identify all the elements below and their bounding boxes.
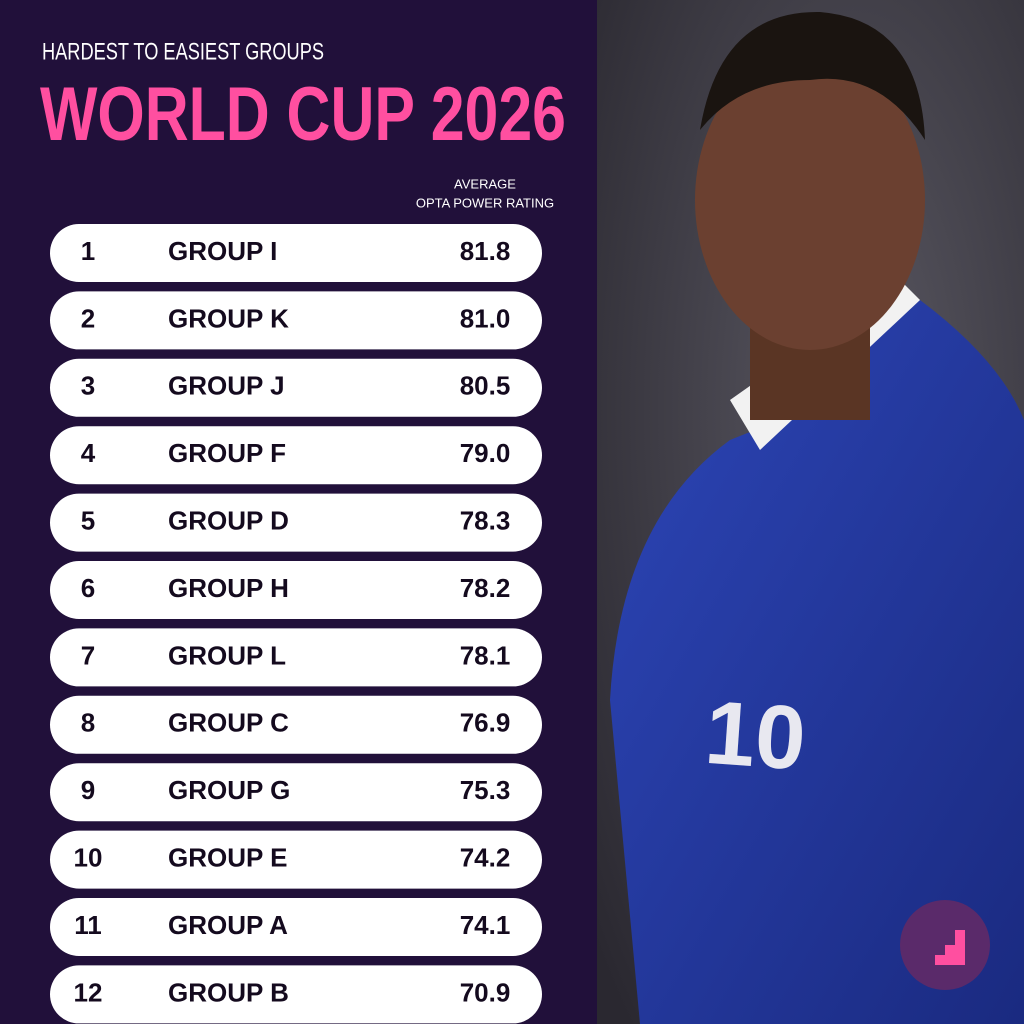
row-pill [50,291,542,350]
rank: 5 [81,505,95,535]
rank: 8 [81,708,95,738]
row-pill [50,426,542,485]
rank: 9 [81,775,95,805]
rating: 78.2 [460,573,511,603]
rank: 4 [81,438,96,468]
row-pill [50,358,542,417]
row-pill [50,628,542,687]
rank: 6 [81,573,95,603]
rating: 75.3 [460,775,511,805]
rating: 81.0 [460,303,511,333]
rank: 2 [81,303,95,333]
row-pill [50,493,542,552]
group-name: GROUP L [168,640,286,670]
group-name: GROUP H [168,573,289,603]
group-name: GROUP E [168,842,287,872]
row-pill [50,695,542,754]
rating: 80.5 [460,371,511,401]
group-name: GROUP G [168,775,290,805]
group-name: GROUP B [168,977,289,1007]
column-header: AVERAGE [454,176,516,191]
rank: 1 [81,236,95,266]
title: WORLD CUP 2026 [40,72,566,157]
group-name: GROUP A [168,910,288,940]
rating: 79.0 [460,438,511,468]
rating: 74.2 [460,842,511,872]
photo: 10 [597,0,1024,1024]
column-header: OPTA POWER RATING [416,195,554,210]
row-pill [50,224,542,282]
rating: 74.1 [460,910,511,940]
group-name: GROUP C [168,708,289,738]
row-pill [50,830,542,889]
row-pill [50,965,542,1024]
group-name: GROUP K [168,303,289,333]
group-name: GROUP F [168,438,286,468]
rating: 78.1 [460,640,511,670]
row-pill [50,561,542,619]
row-pill [50,763,542,822]
rank: 10 [74,842,103,872]
group-name: GROUP J [168,371,285,401]
rating: 81.8 [460,236,511,266]
subtitle: HARDEST TO EASIEST GROUPS [42,38,324,65]
rank: 7 [81,640,95,670]
row-pill [50,898,542,956]
table: 1 GROUP I 81.8 2 GROUP K 81.0 3 GROUP J 80.5 4 GRO… [50,224,542,1024]
rank: 3 [81,371,95,401]
svg-text:10: 10 [702,683,809,790]
rating: 76.9 [460,708,511,738]
rating: 78.3 [460,505,511,535]
rating: 70.9 [460,977,511,1007]
rank: 12 [74,977,103,1007]
group-name: GROUP D [168,505,289,535]
rank: 11 [74,910,102,940]
group-name: GROUP I [168,236,277,266]
